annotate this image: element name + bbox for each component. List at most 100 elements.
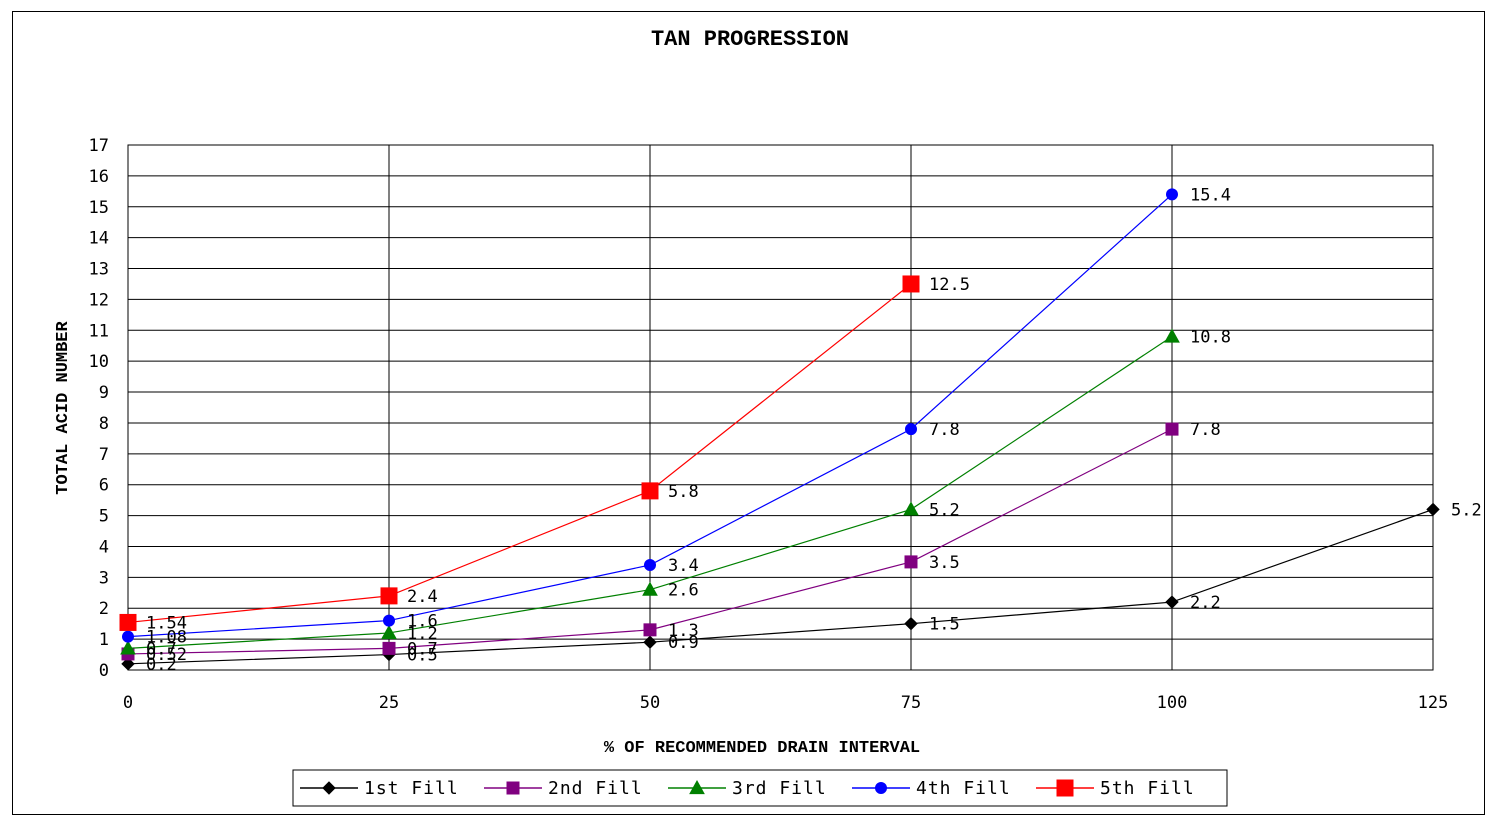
series-5 [119,275,920,631]
legend-marker [875,782,887,794]
chart-title: TAN PROGRESSION [651,27,849,52]
data-label: 3.4 [668,556,699,576]
data-label: 1.6 [407,612,438,632]
data-point [119,613,137,631]
x-tick-label: 0 [123,693,133,713]
x-tick-label: 125 [1418,693,1449,713]
series-line [127,283,912,624]
data-point [120,640,136,655]
y-tick-label: 7 [99,445,109,465]
data-point [1166,188,1178,201]
data-point [1165,422,1179,436]
legend-item: 5th Fill [1036,778,1195,799]
x-tick-label: 100 [1157,693,1188,713]
data-label: 5.2 [929,500,960,520]
y-tick-label: 8 [99,414,109,434]
data-label: 10.8 [1190,327,1231,347]
y-tick-label: 15 [89,198,109,218]
y-tick-label: 17 [89,136,109,156]
data-point [643,635,657,649]
x-tick-labels: 0 25 50 75 100 125 [123,693,1448,713]
series-2 [121,422,1179,661]
legend-marker [1056,779,1074,797]
y-tick-label: 0 [99,661,109,681]
data-label: 7.8 [1190,420,1221,440]
series-1 [121,502,1440,671]
data-labels: 0.2 0.50.91.52.25.20.52 0.71.33.57.80.71.2… [146,185,1482,674]
data-point [642,581,658,596]
data-label: 7.8 [929,420,960,440]
data-label: 5.2 [1451,500,1482,520]
data-label: 2.4 [407,587,438,607]
data-point [904,616,918,631]
data-label: 0.5 [407,646,438,666]
y-tick-label: 9 [99,383,109,403]
data-point [1164,328,1180,343]
data-point [904,555,918,569]
y-tick-label: 10 [89,352,109,372]
data-label: 0.2 [146,655,177,675]
data-label: 2.6 [668,581,699,601]
data-point [381,624,397,640]
y-tick-label: 3 [99,568,109,588]
data-label: 3.5 [929,553,960,573]
legend-marker [322,781,336,795]
legend-label: 3rd Fill [732,778,827,799]
y-tick-label: 11 [89,321,109,341]
y-tick-label: 14 [89,229,109,249]
data-label: 0.9 [668,633,699,653]
data-label: 1.2 [407,624,438,644]
data-point [644,559,656,571]
legend-item: 4th Fill [852,778,1011,799]
data-label: 0.52 [146,645,187,665]
grid-lines [127,144,1434,671]
y-axis-title: TOTAL ACID NUMBER [54,320,73,494]
y-tick-label: 13 [89,260,109,280]
data-point [1426,502,1440,517]
data-point [380,587,398,605]
legend-label: 4th Fill [916,778,1011,799]
legend-items: 1st Fill 2nd Fill 3rd Fill 4th Fill 5th Fill [300,778,1195,799]
legend-marker [506,781,520,795]
legend-label: 2nd Fill [548,778,643,799]
data-label: 2.2 [1190,593,1221,613]
data-point [903,501,919,516]
plot-area-border [127,144,1434,671]
data-label: 5.8 [668,482,699,502]
data-label: 1.08 [146,628,187,648]
legend-item: 1st Fill [300,778,459,799]
y-tick-label: 16 [89,167,109,187]
series-line [127,508,1434,665]
legend-label: 1st Fill [364,778,459,799]
y-tick-label: 2 [99,599,109,619]
data-point [383,614,395,627]
data-label: 1.54 [146,613,187,633]
data-point [641,482,659,500]
x-tick-label: 75 [901,693,921,713]
legend-marker [689,779,705,795]
data-point [122,630,134,643]
x-axis-title: % OF RECOMMENDED DRAIN INTERVAL [604,739,920,758]
data-label: 15.4 [1190,185,1231,205]
legend-item: 2nd Fill [484,778,643,799]
data-point [382,641,396,655]
data-point [643,623,657,637]
y-tick-label: 4 [99,537,109,557]
data-label: 0.7 [146,639,177,659]
series-4 [122,188,1178,643]
legend: 1st Fill 2nd Fill 3rd Fill 4th Fill 5th Fill [292,769,1228,807]
x-tick-label: 50 [640,693,660,713]
series-3 [120,328,1180,655]
legend-item: 3rd Fill [668,778,827,799]
data-label: 12.5 [929,275,970,295]
x-tick-label: 25 [379,693,399,713]
legend-label: 5th Fill [1100,778,1195,799]
data-label: 1.5 [929,615,960,635]
y-tick-label: 12 [89,290,109,310]
data-point [121,657,135,671]
data-point [1165,595,1179,609]
data-label: 0.7 [407,639,438,659]
y-tick-label: 1 [99,630,109,650]
y-tick-label: 5 [99,507,109,527]
